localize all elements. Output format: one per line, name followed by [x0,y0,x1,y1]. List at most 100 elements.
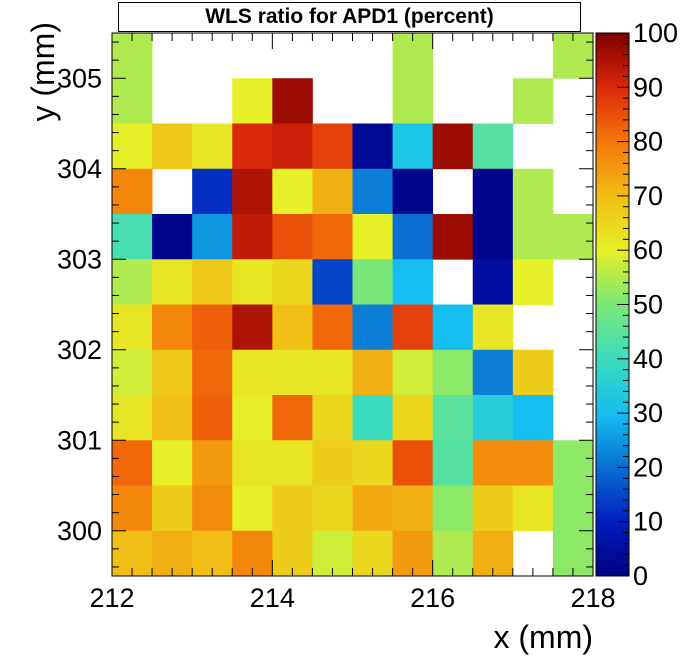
colorbar-segment [596,347,629,352]
colorbar-segment [596,225,629,229]
colorbar-segment [596,315,629,319]
colorbar-segment [596,60,629,64]
colorbar-segment [596,212,629,216]
colorbar-segment [596,537,629,542]
colorbar-segment [596,258,629,262]
colorbar-segment [596,472,629,477]
colorbar-segment [596,233,629,238]
heatmap-cell [192,349,233,396]
colorbar-segment [596,38,629,42]
colorbar-segment [596,299,629,303]
colorbar-segment [596,90,629,94]
colorbar-segment [596,149,629,153]
colorbar-segment [596,147,629,151]
colorbar-segment [596,114,629,118]
heatmap-cell [232,123,273,170]
colorbar-segment [596,385,629,390]
colorbar-segment [596,366,629,371]
heatmap-cell [352,304,393,351]
y-tick-label: 300 [57,516,102,546]
heatmap-cell [232,349,273,396]
colorbar-segment [596,304,629,308]
colorbar-segment [596,57,629,61]
colorbar-segment [596,535,629,539]
colorbar-segment [596,87,629,91]
colorbar-segment [596,546,629,550]
colorbar-segment [596,437,629,441]
colorbar-segment [596,421,629,425]
colorbar-segment [596,255,629,259]
colorbar-segment [596,84,629,88]
colorbar-segment [596,461,629,466]
colorbar-segment [596,442,629,447]
colorbar-segment [596,426,629,430]
colorbar-segment [596,570,629,574]
colorbar-segment [596,263,629,267]
heatmap-cell [312,395,353,441]
heatmap-cell [352,485,393,532]
colorbar-segment [596,122,629,126]
colorbar-segment [596,214,629,219]
heatmap-cell [352,123,393,170]
colorbar-segment [596,128,629,132]
heatmap-cell [192,123,233,170]
colorbar-segment [596,459,629,463]
colorbar-tick-label: 20 [633,452,663,482]
heatmap-cell [432,440,474,486]
heatmap-cell [112,440,153,486]
colorbar-segment [596,119,629,124]
heatmap-cell [472,259,514,305]
colorbar-segment [596,505,629,509]
colorbar-segment [596,350,629,354]
colorbar-segment [596,432,629,436]
colorbar-segment [596,247,629,251]
colorbar-segment [596,339,629,344]
heatmap-cell [392,78,434,124]
colorbar-segment [596,331,629,335]
colorbar-segment [596,277,629,281]
colorbar-tick-label: 50 [633,290,663,320]
colorbar-segment [596,358,629,363]
colorbar-segment [596,98,629,102]
colorbar: 0 10 20 30 40 50 60 70 80 90 100 [595,18,678,591]
heatmap-cell [112,168,153,215]
colorbar-segment [596,35,629,39]
colorbar-segment [596,81,629,86]
colorbar-segment [596,174,629,178]
colorbar-tick-label: 90 [633,72,663,102]
colorbar-segment [596,103,629,107]
colorbar-segment [596,195,629,200]
heatmap-cell [392,349,434,396]
colorbar-segment [596,182,629,186]
colorbar-segment [596,328,629,333]
heatmap-cell [312,304,353,351]
colorbar-segment [596,410,629,414]
colorbar-segment [596,171,629,175]
heatmap-cell [312,349,353,396]
heatmap-cell [272,304,313,351]
heatmap-cell [512,395,554,441]
colorbar-segment [596,68,629,72]
heatmap-cell [152,440,193,486]
heatmap-cell [312,123,353,170]
colorbar-segment [596,223,629,227]
heatmap-cell [512,168,554,215]
heatmap-cell [112,304,153,351]
colorbar-segment [596,252,629,257]
y-axis-label: y (mm) [25,22,61,122]
colorbar-segment [596,323,629,327]
colorbar-segment [596,244,629,248]
colorbar-segment [596,451,629,455]
colorbar-segment [596,413,629,417]
y-tick-label: 301 [57,425,102,455]
colorbar-segment [596,483,629,487]
colorbar-segment [596,269,629,273]
colorbar-segment [596,527,629,531]
colorbar-segment [596,293,629,297]
heatmap-cell [352,395,393,441]
colorbar-segment [596,312,629,316]
colorbar-segment [596,144,629,148]
colorbar-segment [596,282,629,286]
colorbar-segment [596,388,629,392]
colorbar-segment [596,49,629,53]
